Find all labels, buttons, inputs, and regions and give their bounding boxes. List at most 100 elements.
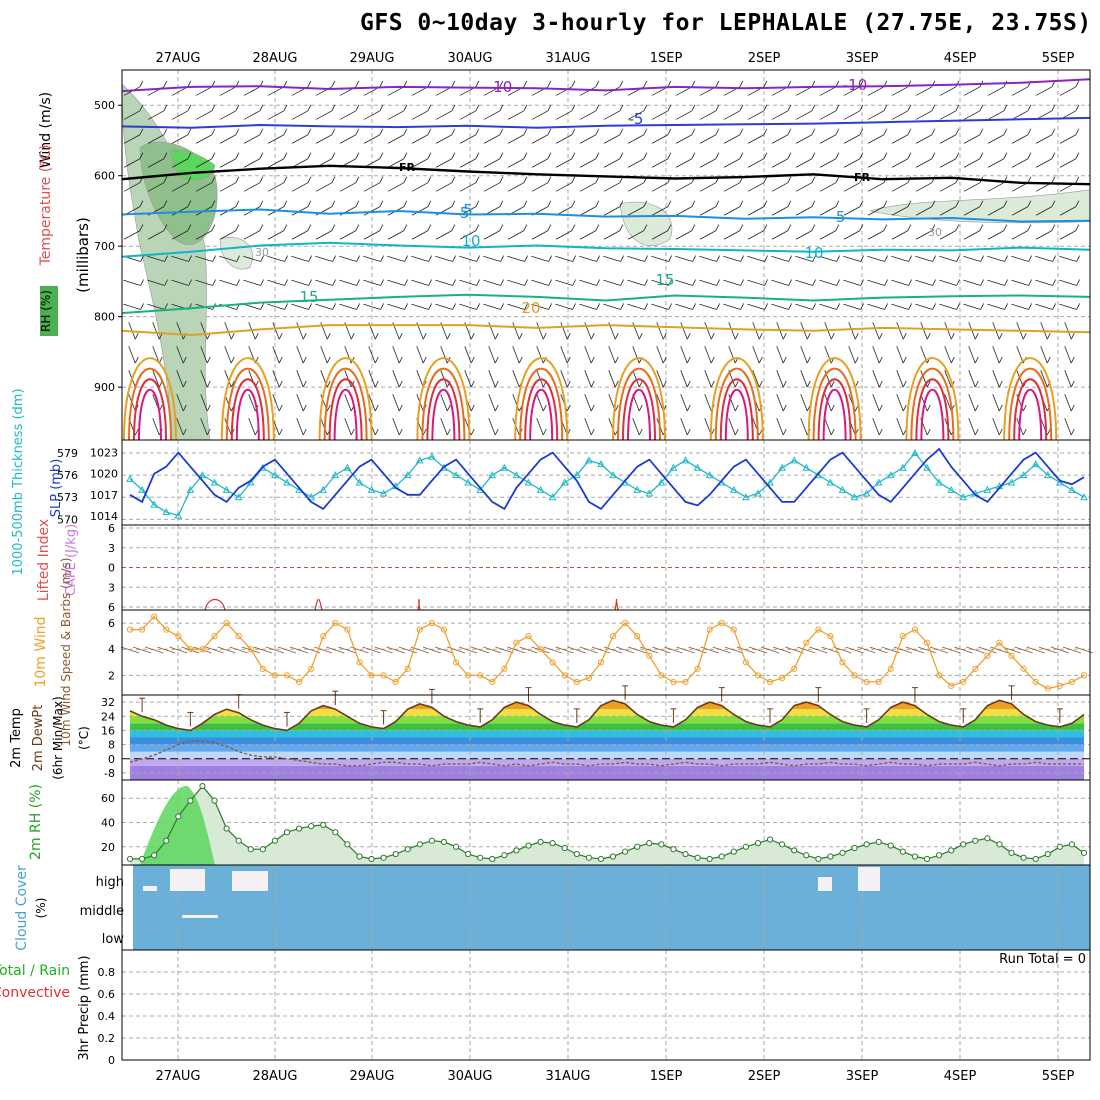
wind-barb-staff <box>219 134 237 144</box>
wind-barb-staff <box>1011 279 1029 286</box>
wind10m-barb <box>277 646 297 654</box>
wind-barb-staff <box>656 370 664 388</box>
wind10m-marker <box>779 674 786 682</box>
wind10m-marker <box>525 633 532 640</box>
wind10m-barb <box>821 646 840 654</box>
wind10m-barb <box>350 646 369 654</box>
wind-barb-flag <box>571 128 576 135</box>
wind-barb-staff <box>872 322 880 340</box>
wind-barb-staff <box>411 279 429 286</box>
wind10m-barb <box>374 646 393 654</box>
wind-barb-flag <box>230 380 235 388</box>
wind-barb-staff <box>680 322 688 340</box>
wind-barb-staff <box>224 370 232 388</box>
wind-barb-flag <box>811 104 816 111</box>
wind-barb-flag <box>667 128 672 135</box>
wind-barb-staff <box>440 418 448 436</box>
wind-barb-flag <box>398 380 403 388</box>
wind-barb-staff <box>771 279 789 286</box>
wind-barb-flag <box>355 104 360 111</box>
wind-barb-staff <box>896 370 904 388</box>
temp-band-8 <box>130 709 1084 717</box>
wind-barb-flag <box>307 200 312 207</box>
wind-barb-flag <box>331 176 336 183</box>
temp-band-1 <box>130 758 1084 766</box>
thickness-marker <box>609 471 617 479</box>
date-label-top: 4SEP <box>944 51 977 66</box>
wind-barb-staff <box>464 346 472 364</box>
cloud-cover-background <box>133 865 1090 950</box>
date-label-bottom: 27AUG <box>155 1069 200 1084</box>
wind-barb-flag <box>451 176 456 183</box>
wind-barb-flag <box>667 200 672 207</box>
wind-barb-flag <box>403 176 408 183</box>
wind-barb-flag <box>451 152 456 159</box>
wind-barb-flag <box>566 332 571 340</box>
wind-barb-flag <box>1003 104 1008 111</box>
surface-temp-contour <box>514 357 569 441</box>
wind10m-barb <box>1026 646 1045 654</box>
wind-barb-staff <box>1011 86 1029 96</box>
precip-tick-label: 0.4 <box>98 1010 116 1023</box>
wind-barb-flag <box>499 224 504 231</box>
wind-barb-staff <box>795 279 813 286</box>
wind-barb-staff <box>176 418 184 436</box>
wind-barb-staff <box>512 322 520 340</box>
wind10m-barb <box>772 646 792 654</box>
wind-barb-staff <box>176 394 184 412</box>
wind-barb-staff <box>651 279 669 286</box>
thickness-marker <box>935 478 943 486</box>
wind-barb-staff <box>1035 86 1053 96</box>
wind-barb-staff <box>843 206 861 216</box>
wind-barb-flag <box>644 303 648 310</box>
wind-barb-flag <box>715 128 720 135</box>
thickness-marker <box>754 489 762 497</box>
wind-barb-staff <box>512 346 520 364</box>
wind-barb-flag <box>374 380 379 388</box>
wind-barb-flag <box>427 176 432 183</box>
wind-barb-flag <box>307 176 312 183</box>
wind-barb-flag <box>932 303 936 310</box>
wind-barb-staff <box>291 110 309 120</box>
rh2m-peak-shade <box>140 785 215 865</box>
wind-barb-staff <box>387 158 405 168</box>
wind-barb-flag <box>835 128 840 135</box>
precip-tick-label: 0.6 <box>98 988 116 1001</box>
wind-barb-flag <box>163 104 168 111</box>
wind-barb-flag <box>398 332 403 340</box>
wind-barb-flag <box>427 128 432 135</box>
rh2m-marker <box>996 841 1003 848</box>
thickness-marker <box>319 485 328 493</box>
surface-temp-contour <box>235 389 260 441</box>
cape-ylabel: CAPE (J/kg) <box>64 524 79 596</box>
wind-barb-flag <box>518 356 523 364</box>
wind-barb-staff <box>699 182 717 192</box>
wind-barb-flag <box>830 380 835 388</box>
wind-barb-flag <box>1003 224 1008 231</box>
wind-barb-staff <box>579 110 597 120</box>
wind-barb-staff <box>171 134 189 144</box>
wind-barb-staff <box>584 418 592 436</box>
wind-barb-staff <box>896 418 904 436</box>
wind-barb-flag <box>691 200 696 207</box>
wind-barb-staff <box>219 86 237 96</box>
wind-barb-flag <box>878 380 883 388</box>
wind-barb-staff <box>339 255 357 262</box>
instability-tick-label: 3 <box>108 581 115 594</box>
rh2m-marker <box>404 846 411 853</box>
wind-barb-flag <box>1028 303 1032 310</box>
wind-barb-flag <box>547 200 552 207</box>
wind10m-tick-label: 2 <box>108 669 115 682</box>
wind-barb-staff <box>1035 134 1053 144</box>
wind10m-barb <box>845 646 864 654</box>
rh2m-marker <box>320 821 327 829</box>
wind-barb-staff <box>627 134 645 144</box>
wind-barb-staff <box>939 279 957 286</box>
wind-barb-flag <box>379 176 384 183</box>
rh2m-marker <box>1032 855 1039 863</box>
wind-barb-staff <box>363 134 381 144</box>
wind10m-marker <box>658 672 665 679</box>
wind-barb-flag <box>427 224 432 231</box>
wind10m-marker <box>283 672 291 679</box>
rh-legend-swatch <box>40 286 58 336</box>
